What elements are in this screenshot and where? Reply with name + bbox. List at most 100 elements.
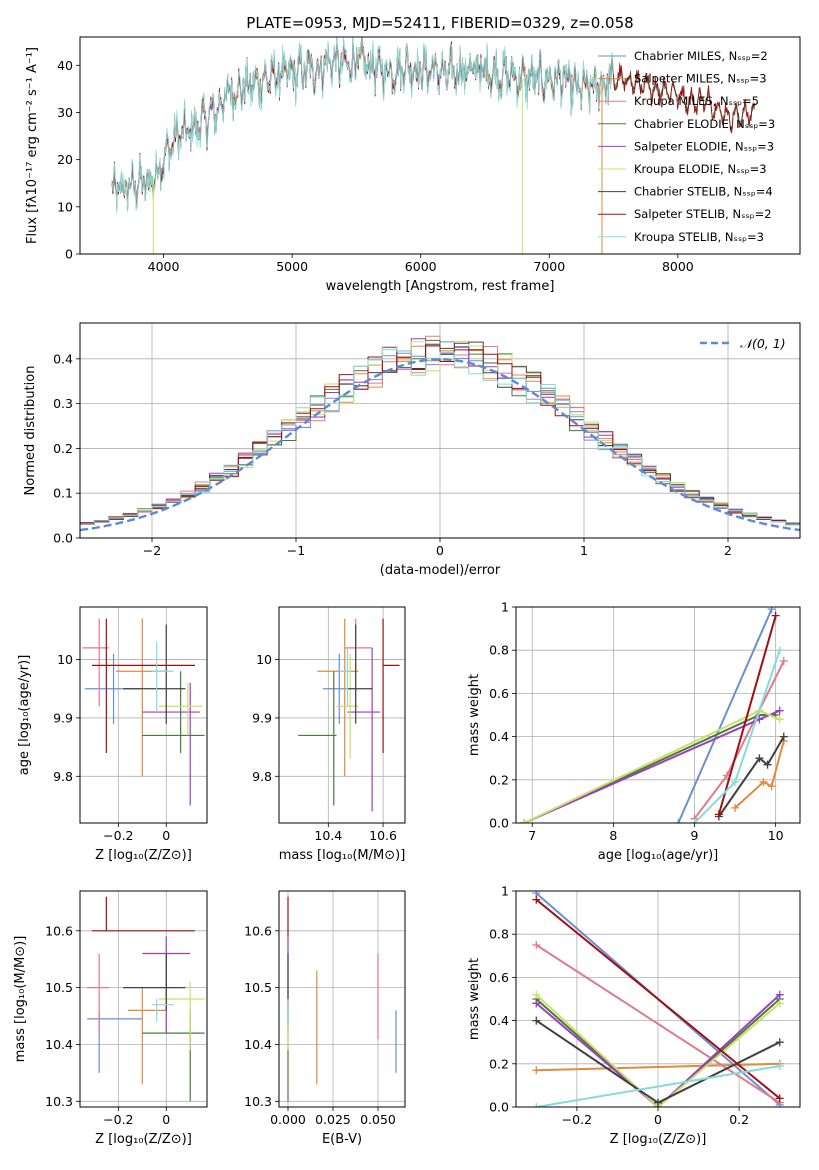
age_vs_mass-xtick-label: 10.6 bbox=[369, 828, 397, 843]
age_vs_mass-xlabel: mass [log₁₀(M/M⊙)] bbox=[279, 848, 406, 863]
residuals-xtick-label: 2 bbox=[724, 543, 732, 558]
spectrum-ytick-label: 20 bbox=[57, 152, 73, 167]
residuals-ylabel: Normed distribution bbox=[23, 366, 38, 496]
spectrum-series-8 bbox=[111, 37, 614, 214]
mass_vs_Z-frame bbox=[79, 890, 208, 1108]
mass_vs_ebv-xtick-label: 0.050 bbox=[360, 1112, 396, 1127]
mw_vs_age-xtick-label: 7 bbox=[528, 828, 536, 843]
mw_vs_age-ytick-label: 0.2 bbox=[489, 772, 509, 787]
mw_vs_Z-xtick-label: 0 bbox=[654, 1112, 662, 1127]
age_vs_Z-frame bbox=[79, 606, 208, 824]
residuals-legend: 𝒩(0, 1) bbox=[700, 336, 786, 351]
age_vs_Z-ytick-label: 9.9 bbox=[53, 710, 73, 725]
spectrum-axes: 4000 5000 6000 7000 8000 0 10 20 30 40 wavelength … bbox=[25, 36, 801, 294]
residuals-legend-label: 𝒩(0, 1) bbox=[740, 336, 786, 351]
residuals-ytick-label: 0.1 bbox=[53, 486, 73, 501]
mw_vs_Z-ytick-label: 1 bbox=[501, 884, 509, 899]
residuals-xtick-label: −2 bbox=[143, 543, 161, 558]
mass_vs_ebv-ytick-label: 10.4 bbox=[244, 1037, 272, 1052]
residuals-ytick-label: 0.0 bbox=[53, 531, 73, 546]
mass_vs_Z-ticks: −0.2 0 10.3 10.4 10.5 10.6 bbox=[45, 923, 170, 1127]
residuals-normal-curve bbox=[80, 358, 800, 532]
mw_vs_age-marker bbox=[775, 715, 784, 724]
mw_vs_Z-ticks: −0.2 0 0.2 0.0 0.2 0.4 0.6 0.8 1 bbox=[489, 884, 749, 1128]
spectrum-plot-area bbox=[111, 37, 756, 254]
mw_vs_Z-marker bbox=[532, 999, 541, 1008]
mw_vs_Z-marker bbox=[532, 990, 541, 999]
mw_vs_age-ytick-label: 0.6 bbox=[489, 686, 509, 701]
mw_vs_Z-marker bbox=[775, 999, 784, 1008]
age_vs_Z-ytick-label: 9.8 bbox=[53, 769, 73, 784]
mw_vs_age-marker bbox=[731, 803, 740, 812]
mass_vs_ebv-plot-area bbox=[287, 896, 397, 1102]
mw_vs_Z-ytick-label: 0.2 bbox=[489, 1056, 509, 1071]
mass_vs_Z-ytick-label: 10.3 bbox=[45, 1094, 73, 1109]
mw_vs_age-marker bbox=[763, 760, 772, 769]
spectrum-legend-label: Kroupa ELODIE, Nₛₛₚ=3 bbox=[634, 162, 767, 176]
mass_vs_Z-plot-area bbox=[87, 896, 205, 1102]
mw_vs_age-ytick-label: 0.4 bbox=[489, 729, 509, 744]
mass_vs_Z-ytick-label: 10.6 bbox=[45, 923, 73, 938]
mw_vs_age-marker bbox=[755, 754, 764, 763]
spectrum-ticks: 4000 5000 6000 7000 8000 0 10 20 30 40 bbox=[57, 58, 694, 274]
spectrum-legend-label: Chabrier ELODIE, Nₛₛₚ=3 bbox=[634, 117, 775, 131]
age_vs_mass-ytick-label: 9.8 bbox=[252, 769, 272, 784]
spectrum-ylabel: Flux [fλ10⁻¹⁷ erg cm⁻² s⁻¹ A⁻¹] bbox=[25, 47, 40, 244]
mass_vs_Z-xtick-label: 0 bbox=[162, 1112, 170, 1127]
spectrum-legend-label: Kroupa MILES, Nₛₛₚ=5 bbox=[634, 94, 759, 108]
mw_vs_Z-marker bbox=[775, 1061, 784, 1070]
mw_vs_age-marker bbox=[767, 782, 776, 791]
mw_vs_age-marker bbox=[731, 777, 740, 786]
spectrum-xtick-label: 6000 bbox=[405, 259, 437, 274]
mass_vs_Z-xtick-label: −0.2 bbox=[103, 1112, 133, 1127]
mass_vs_ebv-xtick-label: 0.025 bbox=[315, 1112, 351, 1127]
spectrum-xtick-label: 7000 bbox=[533, 259, 565, 274]
mw_vs_age-ytick-label: 0.8 bbox=[489, 643, 509, 658]
mw_vs_age-ytick-label: 1 bbox=[501, 600, 509, 615]
mw_vs_Z-ylabel: mass weight bbox=[467, 958, 482, 1040]
residuals-plot-area bbox=[80, 335, 800, 532]
age_vs_Z-xtick-label: −0.2 bbox=[103, 828, 133, 843]
spectrum-ytick-label: 40 bbox=[57, 58, 73, 73]
spectrum-ytick-label: 10 bbox=[57, 199, 73, 214]
age_vs_Z-ylabel: age [log₁₀(age/yr)] bbox=[17, 655, 32, 776]
residuals-histogram-8 bbox=[80, 349, 800, 525]
residuals-xtick-label: −1 bbox=[287, 543, 305, 558]
mw_vs_age-line-7 bbox=[717, 615, 777, 815]
spectrum-xlabel: wavelength [Angstrom, rest frame] bbox=[326, 279, 555, 294]
mw_vs_age-marker bbox=[690, 819, 699, 823]
spectrum-legend: Chabrier MILES, Nₛₛₚ=2 Salpeter MILES, Nₛ… bbox=[598, 49, 775, 244]
residuals-ytick-label: 0.2 bbox=[53, 441, 73, 456]
age_vs_Z-xlabel: Z [log₁₀(Z/Z⊙)] bbox=[95, 848, 192, 863]
age_vs_mass-ytick-label: 10 bbox=[256, 652, 272, 667]
spectrum-title: PLATE=0953, MJD=52411, FIBERID=0329, z=0… bbox=[246, 14, 633, 32]
mw_vs_age-marker bbox=[775, 646, 784, 655]
mw_vs_age-marker bbox=[779, 657, 788, 665]
residuals-xtick-label: 1 bbox=[580, 543, 588, 558]
spectrum-ytick-label: 30 bbox=[57, 105, 73, 120]
mw_vs_Z-marker bbox=[532, 1103, 541, 1107]
mw_vs_age-marker bbox=[775, 706, 784, 715]
mw_vs_age-marker bbox=[674, 819, 683, 823]
age_vs_mass-ytick-label: 9.9 bbox=[252, 710, 272, 725]
mw_vs_Z-marker bbox=[775, 990, 784, 999]
mw_vs_age-marker bbox=[520, 819, 529, 823]
mw_vs_age-xtick-label: 8 bbox=[609, 828, 617, 843]
mw_vs_age-marker bbox=[759, 777, 768, 786]
mw_vs_Z-ytick-label: 0.6 bbox=[489, 970, 509, 985]
mass_vs_ebv-ticks: 0.000 0.025 0.050 10.3 10.4 10.5 10.6 bbox=[244, 923, 396, 1127]
age_vs_Z-xtick-label: 0 bbox=[162, 828, 170, 843]
mw_vs_Z-marker bbox=[532, 895, 541, 904]
mw_vs_Z-ytick-label: 0.4 bbox=[489, 1013, 509, 1028]
mw_vs_Z-line-4 bbox=[535, 993, 781, 1107]
mw_vs_Z-marker bbox=[532, 1066, 541, 1075]
spectrum-legend-label: Kroupa STELIB, Nₛₛₚ=3 bbox=[634, 230, 764, 244]
mw_vs_Z-axes: −0.2 0 0.2 0.0 0.2 0.4 0.6 0.8 1 Z [log₁₀(Z/Z⊙)] m… bbox=[467, 884, 801, 1147]
mass_vs_ebv-xtick-label: 0.000 bbox=[270, 1112, 306, 1127]
age_vs_mass-xtick-label: 10.4 bbox=[314, 828, 342, 843]
mass_vs_ebv-axes: 0.000 0.025 0.050 10.3 10.4 10.5 10.6 E(B-V) bbox=[244, 890, 406, 1147]
mass_vs_ebv-xlabel: E(B-V) bbox=[322, 1132, 362, 1147]
mw_vs_Z-frame bbox=[515, 890, 801, 1108]
mw_vs_Z-plot-area bbox=[532, 891, 784, 1107]
